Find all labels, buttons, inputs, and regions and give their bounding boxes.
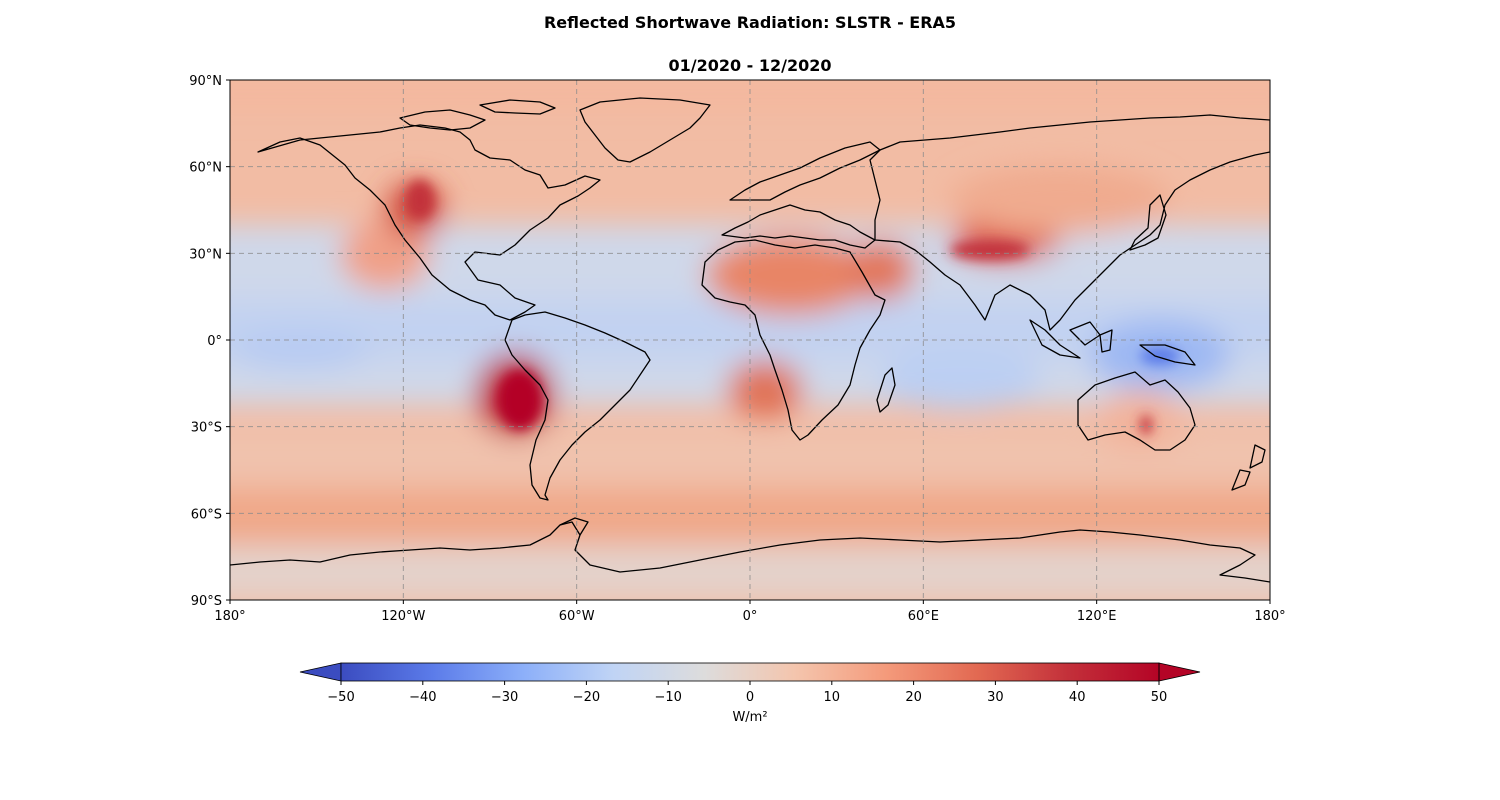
coast-new-zealand xyxy=(1231,444,1266,491)
coast-antarctic-peninsula xyxy=(559,517,589,536)
colorbar-tick-label: −10 xyxy=(654,690,681,705)
region-lake-eyre xyxy=(1140,415,1152,435)
region-arabia xyxy=(845,240,915,300)
lon-tick-label: 180° xyxy=(1254,609,1285,624)
lon-tick-label: 180° xyxy=(214,609,245,624)
colorbar: −50 −40 −30 −20 −10 0 10 20 30 40 50 W/m² xyxy=(299,662,1201,725)
colorbar-tick-label: −30 xyxy=(491,690,518,705)
colorbar-tick-label: −50 xyxy=(327,690,354,705)
coastlines xyxy=(230,97,1270,583)
colorbar-tick-label: 20 xyxy=(905,690,922,705)
coast-europe xyxy=(721,141,881,249)
lat-tick-label: 30°S xyxy=(191,421,222,436)
colorbar-tick-label: 0 xyxy=(746,690,754,705)
coast-madagascar xyxy=(876,367,896,413)
coast-indonesia xyxy=(1029,319,1196,366)
colorbar-tick-label: 30 xyxy=(987,690,1004,705)
coast-north-america xyxy=(257,124,601,321)
colorbar-tick-label: −20 xyxy=(573,690,600,705)
coast-arctic-islands xyxy=(399,99,556,131)
region-namibia xyxy=(727,360,803,420)
lat-axis: 90°N 60°N 30°N 0° 30°S 60°S 90°S xyxy=(189,74,230,609)
coast-antarctica xyxy=(230,521,1270,583)
lat-tick-label: 0° xyxy=(207,334,222,349)
region-australia xyxy=(1095,390,1185,450)
region-sahara xyxy=(705,235,875,315)
coast-japan xyxy=(1129,194,1167,251)
figure-title: Reflected Shortwave Radiation: SLSTR - E… xyxy=(543,13,957,32)
region-indian-ocean xyxy=(880,350,1040,410)
colorbar-tick-label: 40 xyxy=(1069,690,1086,705)
region-rockies-core xyxy=(405,180,435,220)
colorbar-body xyxy=(341,663,1159,681)
colorbar-label: W/m² xyxy=(732,710,767,725)
colorbar-extend-low xyxy=(299,662,342,682)
figure-subtitle: 01/2020 - 12/2020 xyxy=(668,56,832,75)
colorbar-tick-label: 50 xyxy=(1151,690,1168,705)
region-peru-core xyxy=(498,370,542,430)
lon-tick-label: 0° xyxy=(743,609,758,624)
coast-africa xyxy=(701,239,886,441)
lat-tick-label: 90°S xyxy=(191,594,222,609)
region-tibet-core xyxy=(950,240,1030,260)
colorbar-tick-label: 10 xyxy=(824,690,841,705)
lat-tick-label: 60°N xyxy=(189,161,222,176)
region-siberia xyxy=(950,165,1170,235)
region-tropical-pacific xyxy=(230,330,370,370)
coast-greenland xyxy=(579,97,711,163)
lon-tick-label: 60°E xyxy=(908,609,939,624)
coast-south-america xyxy=(504,311,651,501)
lat-tick-label: 60°S xyxy=(191,507,222,522)
coast-australia xyxy=(1077,371,1196,451)
lon-axis: 180° 120°W 60°W 0° 60°E 120°E 180° xyxy=(214,600,1286,624)
colorbar-ticks: −50 −40 −30 −20 −10 0 10 20 30 40 50 xyxy=(327,681,1167,705)
lat-tick-label: 30°N xyxy=(189,247,222,262)
gridlines xyxy=(230,80,1270,600)
region-california xyxy=(340,220,430,290)
coast-asia xyxy=(869,114,1270,331)
band-antarctic xyxy=(230,545,1270,600)
lat-tick-label: 90°N xyxy=(189,74,222,89)
colorbar-tick-label: −40 xyxy=(409,690,436,705)
lon-tick-label: 60°W xyxy=(559,609,595,624)
lon-tick-label: 120°E xyxy=(1077,609,1117,624)
colorbar-extend-high xyxy=(1158,662,1201,682)
lon-tick-label: 120°W xyxy=(381,609,425,624)
